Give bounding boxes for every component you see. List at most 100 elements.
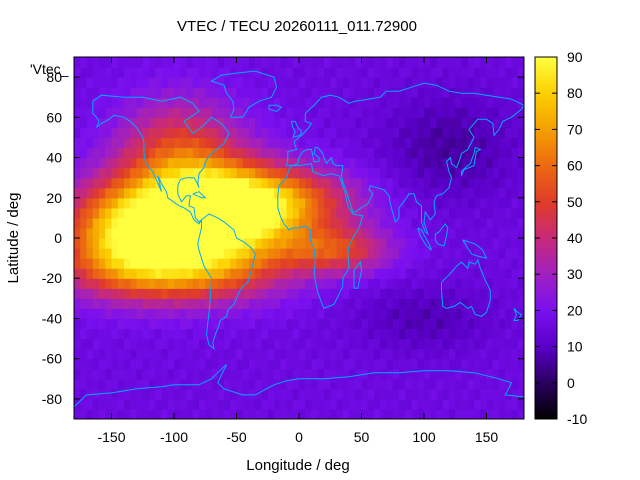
heatmap-cell — [242, 87, 250, 98]
heatmap-cell — [74, 368, 81, 380]
heatmap-cell — [511, 157, 519, 169]
heatmap-cell — [267, 147, 275, 159]
heatmap-cell — [324, 318, 331, 330]
heatmap-cell — [430, 107, 438, 118]
heatmap-cell — [299, 217, 306, 229]
heatmap-cell — [161, 67, 169, 78]
heatmap-cell — [142, 318, 150, 330]
heatmap-cell — [74, 147, 81, 159]
heatmap-cell — [305, 137, 313, 149]
heatmap-cell — [511, 278, 519, 289]
heatmap-cell — [105, 87, 113, 98]
heatmap-cell — [324, 328, 331, 340]
heatmap-cell — [124, 388, 131, 400]
heatmap-cell — [224, 388, 231, 400]
heatmap-cell — [367, 157, 375, 169]
heatmap-cell — [511, 57, 519, 68]
heatmap-cell — [374, 217, 381, 229]
vtec-heatmap — [74, 57, 524, 419]
heatmap-cell — [442, 127, 450, 139]
heatmap-cell — [511, 137, 519, 149]
heatmap-cell — [461, 288, 469, 299]
heatmap-cell — [74, 278, 81, 289]
heatmap-cell — [461, 248, 469, 259]
heatmap-cell — [342, 238, 350, 249]
heatmap-cell — [305, 288, 313, 299]
heatmap-cell — [336, 197, 344, 209]
heatmap-cell — [124, 97, 131, 108]
heatmap-cell — [374, 288, 381, 299]
heatmap-cell — [499, 147, 506, 159]
heatmap-cell — [342, 57, 350, 68]
heatmap-cell — [511, 207, 519, 219]
heatmap-cell — [367, 268, 375, 279]
heatmap-cell — [305, 338, 313, 350]
heatmap-cell — [242, 288, 250, 299]
heatmap-cell — [336, 258, 344, 269]
heatmap-cell — [367, 87, 375, 98]
heatmap-cell — [355, 127, 363, 139]
heatmap-cell — [380, 408, 388, 419]
heatmap-cell — [480, 177, 488, 189]
heatmap-cell — [292, 197, 300, 209]
heatmap-cell — [192, 197, 200, 209]
heatmap-cell — [336, 177, 344, 189]
heatmap-cell — [380, 87, 388, 98]
heatmap-cell — [124, 238, 131, 249]
y-axis-label: Latitude / deg — [5, 193, 22, 284]
heatmap-cell — [442, 167, 450, 179]
heatmap-cell — [361, 57, 369, 68]
heatmap-cell — [105, 77, 113, 88]
heatmap-cell — [286, 318, 294, 330]
heatmap-cell — [436, 248, 444, 259]
heatmap-cell — [317, 318, 325, 330]
heatmap-cell — [205, 77, 213, 88]
heatmap-cell — [361, 408, 369, 419]
heatmap-cell — [92, 258, 100, 269]
heatmap-cell — [167, 378, 175, 390]
heatmap-cell — [367, 77, 375, 88]
heatmap-cell — [261, 408, 269, 419]
heatmap-cell — [342, 288, 350, 299]
heatmap-cell — [80, 238, 88, 249]
heatmap-cell — [80, 147, 88, 159]
heatmap-cell — [199, 358, 206, 370]
heatmap-cell — [217, 67, 225, 78]
heatmap-cell — [424, 137, 431, 149]
heatmap-cell — [211, 398, 219, 410]
heatmap-cell — [380, 358, 388, 370]
heatmap-cell — [336, 388, 344, 400]
heatmap-cell — [417, 298, 425, 309]
heatmap-cell — [230, 77, 238, 88]
heatmap-cell — [349, 328, 356, 340]
heatmap-cell — [324, 368, 331, 380]
heatmap-cell — [186, 107, 194, 118]
heatmap-cell — [361, 268, 369, 279]
heatmap-cell — [417, 238, 425, 249]
heatmap-cell — [367, 318, 375, 330]
heatmap-cell — [292, 378, 300, 390]
heatmap-cell — [92, 308, 100, 320]
heatmap-cell — [317, 117, 325, 128]
heatmap-cell — [417, 67, 425, 78]
heatmap-cell — [492, 348, 500, 360]
heatmap-cell — [192, 167, 200, 179]
heatmap-cell — [430, 408, 438, 419]
heatmap-cell — [199, 298, 206, 309]
heatmap-cell — [386, 388, 394, 400]
heatmap-cell — [205, 238, 213, 249]
heatmap-cell — [192, 207, 200, 219]
heatmap-cell — [442, 87, 450, 98]
heatmap-cell — [267, 398, 275, 410]
heatmap-cell — [336, 358, 344, 370]
heatmap-cell — [349, 217, 356, 229]
heatmap-cell — [317, 157, 325, 169]
heatmap-cell — [255, 177, 263, 189]
heatmap-cell — [424, 97, 431, 108]
heatmap-cell — [255, 117, 263, 128]
heatmap-cell — [167, 87, 175, 98]
heatmap-cell — [211, 197, 219, 209]
heatmap-cell — [99, 57, 106, 68]
heatmap-cell — [242, 177, 250, 189]
heatmap-cell — [161, 388, 169, 400]
